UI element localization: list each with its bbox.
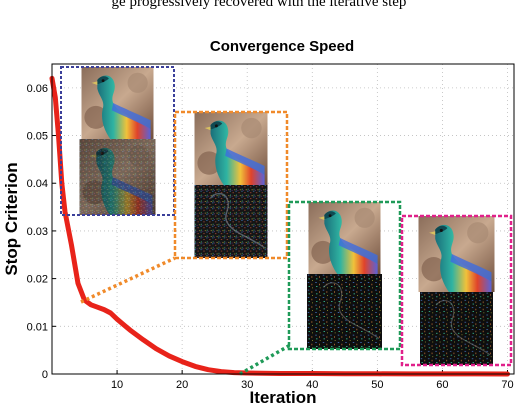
y-tick-label: 0.06	[27, 83, 48, 95]
inset-iteration-30	[287, 200, 402, 351]
connector-iteration-30	[239, 342, 293, 376]
caption-text: ge progressively recovered with the iter…	[111, 0, 407, 10]
x-tick-label: 70	[501, 379, 513, 391]
inset-iteration-70	[400, 214, 513, 367]
y-axis-title: Stop Criterion	[2, 162, 21, 275]
y-tick-label: 0.04	[27, 178, 48, 190]
inset-iteration-1	[60, 66, 175, 216]
y-ticks: 0 0.01 0.02 0.03 0.04 0.05 0.06	[27, 83, 56, 381]
y-tick-label: 0.01	[27, 321, 48, 333]
x-tick-label: 10	[111, 379, 123, 391]
x-tick-label: 30	[241, 379, 253, 391]
y-tick-label: 0.05	[27, 131, 48, 143]
inset-iteration-5	[173, 110, 289, 260]
x-tick-label: 60	[436, 379, 448, 391]
y-tick-label: 0	[42, 369, 48, 381]
y-tick-label: 0.03	[27, 226, 48, 238]
x-tick-label: 20	[176, 379, 188, 391]
caption-strip: ge progressively recovered with the iter…	[0, 0, 518, 22]
chart-title: Convergence Speed	[210, 38, 354, 55]
x-axis-title: Iteration	[249, 388, 316, 406]
x-ticks: 10 20 30 40 50 60 70	[111, 370, 514, 391]
x-tick-label: 40	[306, 379, 318, 391]
y-tick-label: 0.02	[27, 274, 48, 286]
x-tick-label: 50	[371, 379, 383, 391]
connector-iteration-5	[80, 256, 176, 304]
